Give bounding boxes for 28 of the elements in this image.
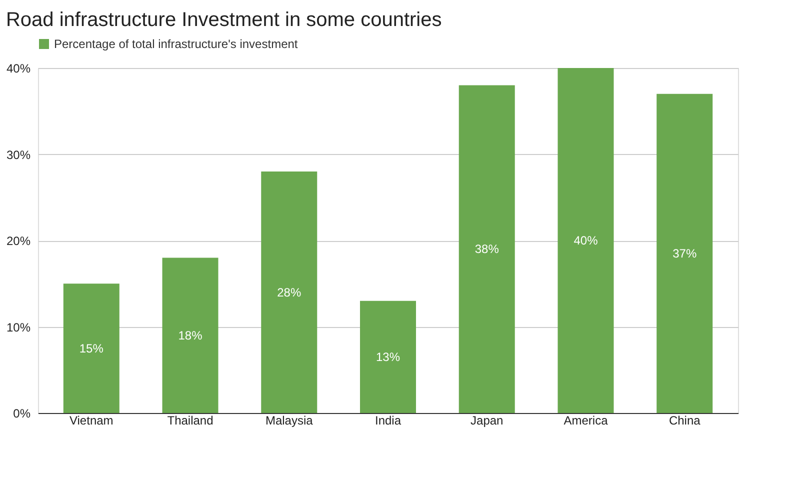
bar [162, 258, 218, 413]
data-label: 13% [376, 350, 400, 364]
y-tick-label: 10% [6, 320, 31, 334]
x-tick-label: Malaysia [265, 414, 314, 428]
x-tick-label: India [374, 414, 402, 428]
data-label: 18% [178, 328, 203, 342]
bar [656, 94, 713, 413]
data-label: 28% [277, 285, 302, 300]
x-tick-label: America [564, 414, 608, 428]
data-label: 40% [574, 234, 598, 248]
y-tick-label: 40% [6, 62, 31, 76]
data-label: 15% [79, 341, 104, 356]
legend-label: Percentage of total infrastructure's investment [54, 37, 298, 51]
data-label: 37% [672, 246, 697, 260]
bar [261, 172, 318, 413]
y-tick-label: 0% [13, 406, 31, 420]
bar [458, 85, 515, 413]
x-tick-label: Vietnam [69, 414, 114, 428]
bar [360, 300, 416, 413]
x-tick-label: Thailand [167, 414, 214, 428]
x-tick-label: China [668, 414, 701, 428]
x-tick-label: Japan [470, 414, 504, 428]
data-label: 38% [474, 242, 500, 256]
bar [63, 284, 120, 413]
y-tick-label: 30% [6, 148, 31, 162]
chart-title: Road infrastructure Investment in some countries [6, 9, 442, 31]
y-tick-label: 20% [6, 234, 31, 248]
bar [558, 68, 614, 413]
